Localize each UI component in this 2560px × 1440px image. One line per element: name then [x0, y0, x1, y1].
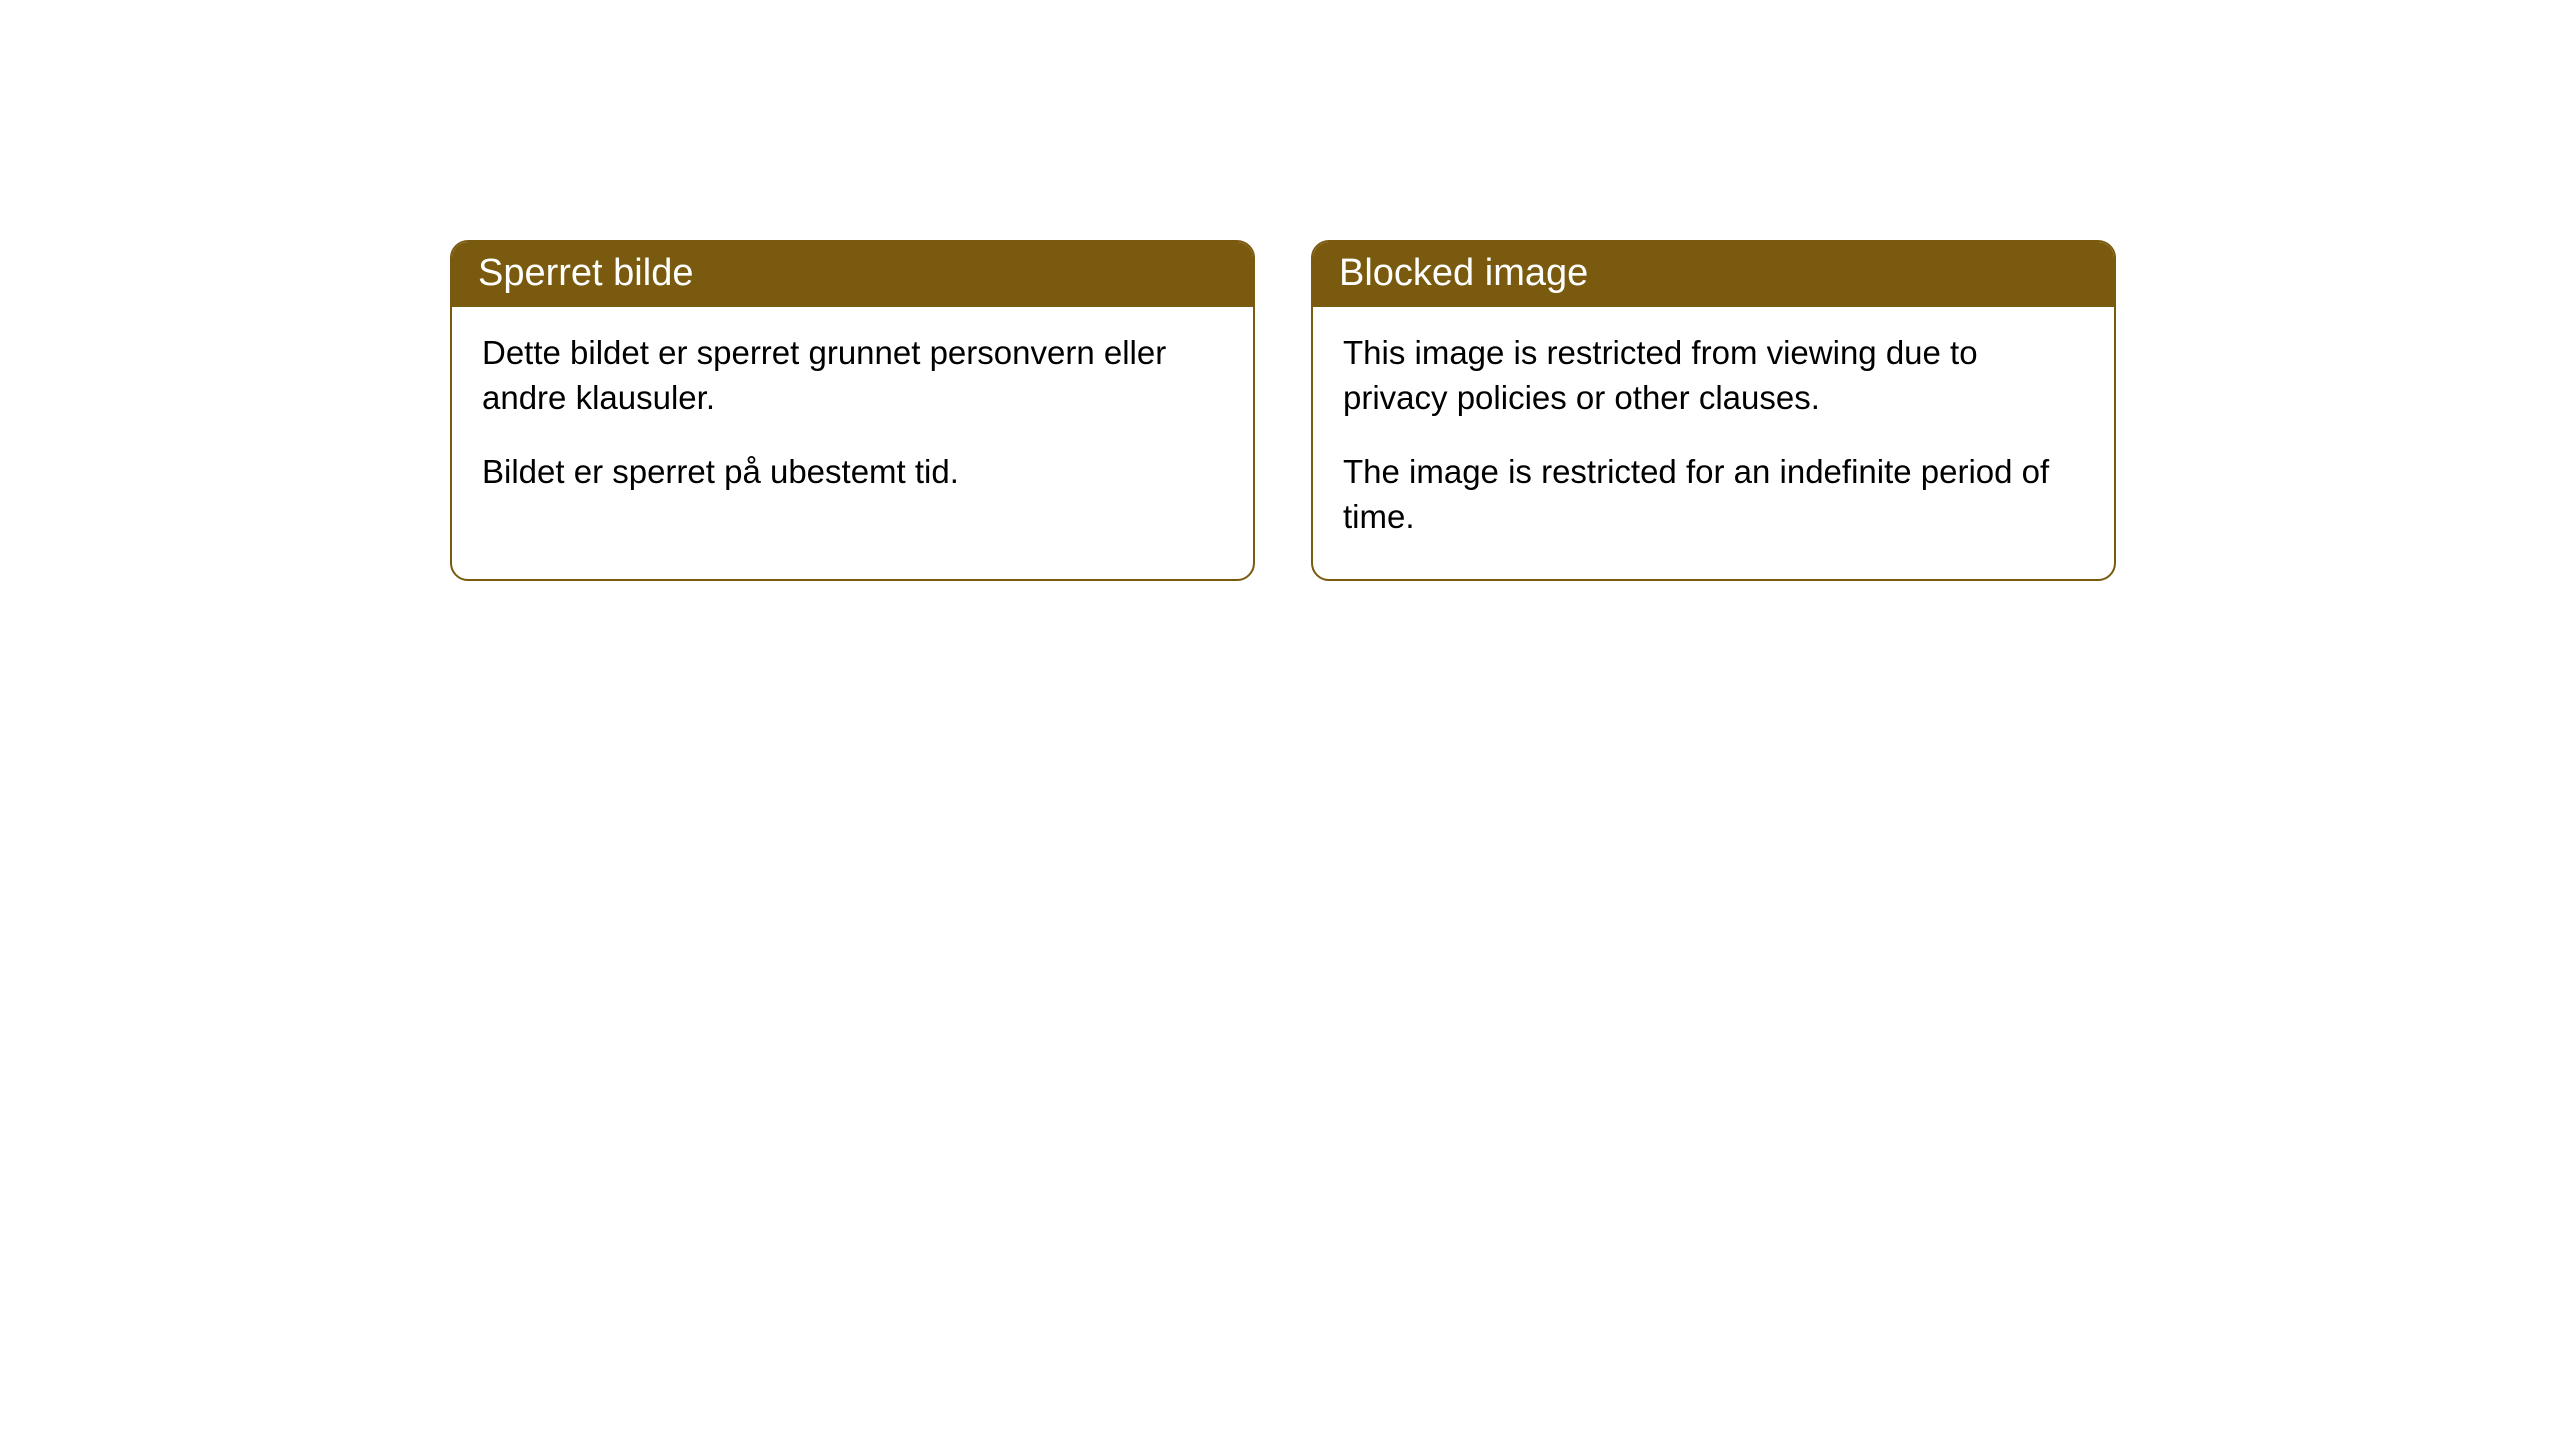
card-paragraph: Dette bildet er sperret grunnet personve…: [482, 331, 1223, 420]
blocked-image-card-no: Sperret bilde Dette bildet er sperret gr…: [450, 240, 1255, 581]
cards-container: Sperret bilde Dette bildet er sperret gr…: [0, 0, 2560, 581]
card-header: Blocked image: [1313, 242, 2114, 307]
card-header: Sperret bilde: [452, 242, 1253, 307]
card-paragraph: The image is restricted for an indefinit…: [1343, 450, 2084, 539]
card-body: This image is restricted from viewing du…: [1313, 307, 2114, 579]
card-body: Dette bildet er sperret grunnet personve…: [452, 307, 1253, 535]
card-paragraph: This image is restricted from viewing du…: [1343, 331, 2084, 420]
card-paragraph: Bildet er sperret på ubestemt tid.: [482, 450, 1223, 495]
blocked-image-card-en: Blocked image This image is restricted f…: [1311, 240, 2116, 581]
